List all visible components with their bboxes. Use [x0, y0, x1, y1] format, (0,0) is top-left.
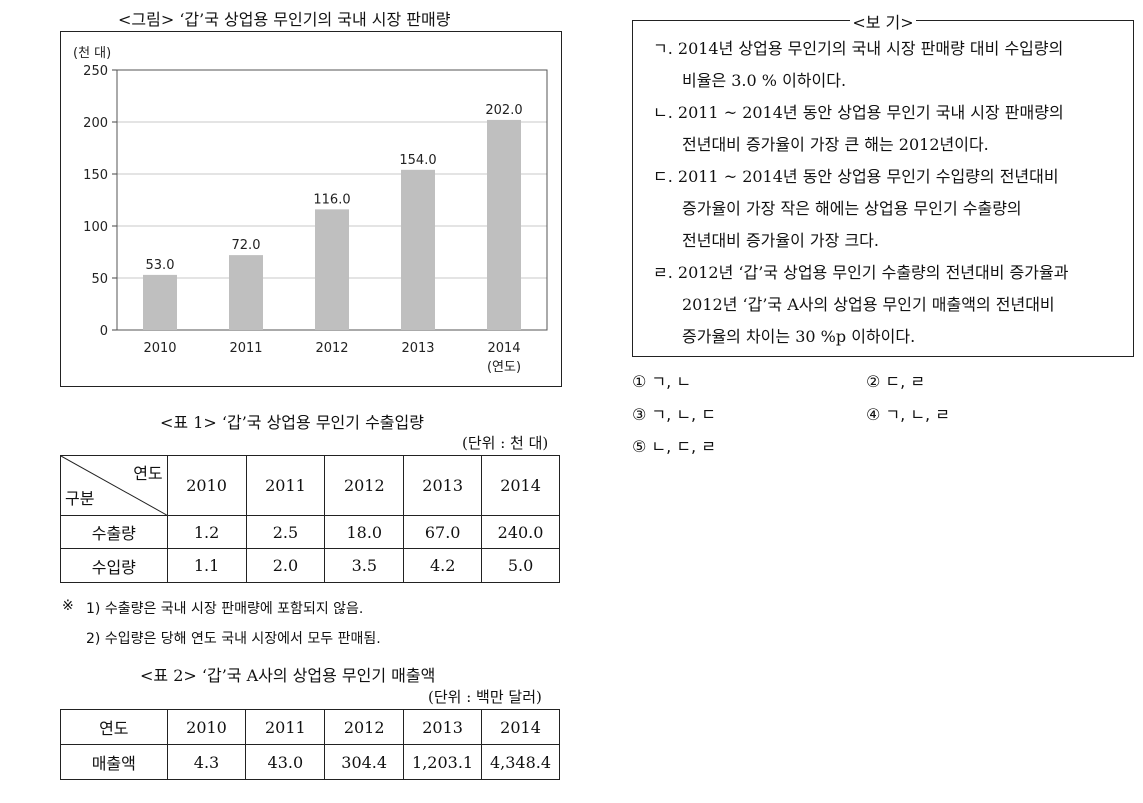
bogi-item-a-cont: 비율은 3.0 % 이하이다.	[682, 71, 847, 90]
bogi-item-c: ㄷ. 2011 ~ 2014년 동안 상업용 무인기 수입량의 전년대비	[653, 167, 1059, 186]
bogi-item-b-cont: 전년대비 증가율이 가장 큰 해는 2012년이다.	[682, 135, 989, 154]
table1-cell: 2.0	[245, 548, 326, 583]
table1-unit: (단위 : 천 대)	[462, 434, 549, 452]
table1-row-import: 수입량 1.1 2.0 3.5 4.2 5.0	[60, 548, 560, 583]
figure-title: <그림> ‘갑’국 상업용 무인기의 국내 시장 판매량	[118, 10, 451, 29]
x-tick-label: 2014	[487, 341, 520, 356]
table2-unit: (단위 : 백만 달러)	[428, 688, 542, 706]
bar-value-label: 72.0	[232, 238, 261, 253]
bar-chart: 0 50 100 150 200 250 (천 대) 53.0 2010 72.0 2011 116.…	[73, 46, 548, 375]
note-1: 1) 수출량은 국내 시장 판매량에 포함되지 않음.	[86, 601, 364, 617]
table2-cell: 1,203.1	[403, 744, 483, 780]
y-tick-label: 50	[91, 272, 108, 287]
table1: 연도 구분 2010 2011 2012 2013 2014 수출량 1.2 2…	[60, 455, 560, 583]
y-tick-label: 250	[83, 64, 108, 79]
x-axis-label: (연도)	[487, 360, 521, 375]
table1-year-header: 2011	[245, 455, 326, 516]
table2-year-header: 2011	[245, 709, 326, 745]
x-tick-label: 2011	[229, 341, 262, 356]
table1-row-label: 수출량	[60, 515, 168, 549]
note-2: 2) 수입량은 당해 연도 국내 시장에서 모두 판매됨.	[86, 631, 381, 647]
bogi-item-b: ㄴ. 2011 ~ 2014년 동안 상업용 무인기 국내 시장 판매량의	[653, 103, 1064, 122]
choice-2[interactable]: ② ㄷ, ㄹ	[866, 372, 926, 391]
table2-year-header: 2014	[481, 709, 560, 745]
table2-row-label: 매출액	[60, 744, 168, 780]
bar-chart-frame: 0 50 100 150 200 250 (천 대) 53.0 2010 72.0 2011 116.…	[60, 31, 562, 387]
table1-cell: 2.5	[245, 515, 326, 549]
y-tick-label: 200	[83, 116, 108, 131]
table2-title: <표 2> ‘갑’국 A사의 상업용 무인기 매출액	[140, 666, 436, 685]
bar	[487, 119, 521, 330]
bar-value-label: 154.0	[399, 153, 436, 168]
x-tick-label: 2012	[315, 341, 348, 356]
choice-4[interactable]: ④ ㄱ, ㄴ, ㄹ	[866, 405, 950, 424]
table1-year-header: 2014	[481, 455, 560, 516]
bar-value-label: 116.0	[313, 192, 350, 207]
table1-title: <표 1> ‘갑’국 상업용 무인기 수출입량	[160, 413, 424, 432]
table1-cell: 3.5	[324, 548, 405, 583]
bar	[401, 169, 435, 330]
y-tick-label: 0	[100, 324, 108, 339]
table1-row-label: 수입량	[60, 548, 168, 583]
table1-cell: 18.0	[324, 515, 405, 549]
table2-cell: 304.4	[324, 744, 405, 780]
bar	[143, 274, 177, 330]
bogi-item-c-cont2: 전년대비 증가율이 가장 크다.	[682, 231, 879, 250]
choice-5[interactable]: ⑤ ㄴ, ㄷ, ㄹ	[632, 437, 716, 456]
bogi-item-a: ㄱ. 2014년 상업용 무인기의 국내 시장 판매량 대비 수입량의	[653, 39, 1064, 58]
note-mark: ※	[62, 598, 74, 614]
table1-year-header: 2013	[403, 455, 483, 516]
table2-year-header: 2012	[324, 709, 405, 745]
table2-header-label: 연도	[60, 709, 168, 745]
y-axis-label: (천 대)	[73, 46, 111, 61]
x-tick-label: 2013	[401, 341, 434, 356]
bogi-box: <보 기> ㄱ. 2014년 상업용 무인기의 국내 시장 판매량 대비 수입량…	[632, 13, 1134, 357]
x-tick-label: 2010	[143, 341, 176, 356]
bogi-title: <보 기>	[850, 13, 916, 32]
table1-corner-bottom: 구분	[65, 489, 95, 508]
table2: 연도 2010 2011 2012 2013 2014 매출액 4.3 43.0…	[60, 709, 560, 780]
table1-cell: 5.0	[481, 548, 560, 583]
diagonal-line	[61, 456, 167, 515]
table1-year-header: 2012	[324, 455, 405, 516]
table2-header-row: 연도 2010 2011 2012 2013 2014	[60, 709, 560, 745]
table2-row-revenue: 매출액 4.3 43.0 304.4 1,203.1 4,348.4	[60, 744, 560, 780]
bar	[229, 255, 263, 330]
table1-row-export: 수출량 1.2 2.5 18.0 67.0 240.0	[60, 515, 560, 549]
bar-value-label: 53.0	[146, 258, 175, 273]
y-tick-label: 150	[83, 168, 108, 183]
bogi-item-d: ㄹ. 2012년 ‘갑’국 상업용 무인기 수출량의 전년대비 증가율과	[653, 263, 1069, 282]
y-tick-label: 100	[83, 220, 108, 235]
bogi-item-d-cont: 2012년 ‘갑’국 A사의 상업용 무인기 매출액의 전년대비	[682, 295, 1055, 314]
table1-year-header: 2010	[166, 455, 247, 516]
table2-year-header: 2010	[166, 709, 247, 745]
table1-corner-cell: 연도 구분	[60, 455, 168, 516]
bar-value-label: 202.0	[485, 103, 522, 118]
table1-cell: 67.0	[403, 515, 483, 549]
bogi-item-d-cont2: 증가율의 차이는 30 %p 이하이다.	[682, 327, 916, 346]
table2-year-header: 2013	[403, 709, 483, 745]
table2-cell: 4,348.4	[481, 744, 560, 780]
table1-header-row: 연도 구분 2010 2011 2012 2013 2014	[60, 455, 560, 516]
table2-cell: 43.0	[245, 744, 326, 780]
table2-cell: 4.3	[166, 744, 247, 780]
bogi-item-c-cont: 증가율이 가장 작은 해에는 상업용 무인기 수출량의	[682, 199, 1022, 218]
table1-corner-top: 연도	[133, 464, 163, 483]
table1-cell: 1.2	[166, 515, 247, 549]
choice-3[interactable]: ③ ㄱ, ㄴ, ㄷ	[632, 405, 716, 424]
table1-cell: 240.0	[481, 515, 560, 549]
bogi-title-wrap: <보 기>	[633, 9, 1133, 33]
bar	[315, 209, 349, 330]
table1-cell: 1.1	[166, 548, 247, 583]
choice-1[interactable]: ① ㄱ, ㄴ	[632, 372, 692, 391]
table1-cell: 4.2	[403, 548, 483, 583]
